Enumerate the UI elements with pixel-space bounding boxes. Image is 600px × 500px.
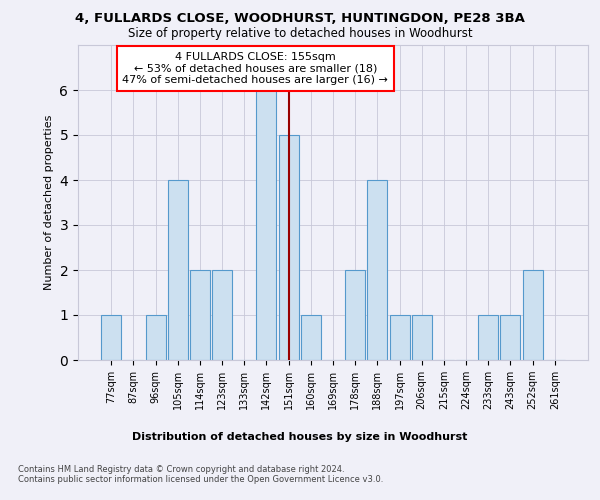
Text: Size of property relative to detached houses in Woodhurst: Size of property relative to detached ho…: [128, 28, 472, 40]
Bar: [345, 270, 365, 360]
Text: Contains HM Land Registry data © Crown copyright and database right 2024.: Contains HM Land Registry data © Crown c…: [18, 465, 344, 474]
Bar: [278, 135, 299, 360]
Bar: [190, 270, 210, 360]
Text: 4, FULLARDS CLOSE, WOODHURST, HUNTINGDON, PE28 3BA: 4, FULLARDS CLOSE, WOODHURST, HUNTINGDON…: [75, 12, 525, 26]
Bar: [101, 315, 121, 360]
Bar: [301, 315, 321, 360]
Bar: [146, 315, 166, 360]
Bar: [168, 180, 188, 360]
Bar: [500, 315, 520, 360]
Text: 4 FULLARDS CLOSE: 155sqm
← 53% of detached houses are smaller (18)
47% of semi-d: 4 FULLARDS CLOSE: 155sqm ← 53% of detach…: [122, 52, 388, 85]
Bar: [412, 315, 432, 360]
Y-axis label: Number of detached properties: Number of detached properties: [44, 115, 54, 290]
Bar: [523, 270, 542, 360]
Bar: [256, 90, 277, 360]
Bar: [389, 315, 410, 360]
Bar: [478, 315, 498, 360]
Bar: [212, 270, 232, 360]
Text: Contains public sector information licensed under the Open Government Licence v3: Contains public sector information licen…: [18, 475, 383, 484]
Text: Distribution of detached houses by size in Woodhurst: Distribution of detached houses by size …: [133, 432, 467, 442]
Bar: [367, 180, 388, 360]
